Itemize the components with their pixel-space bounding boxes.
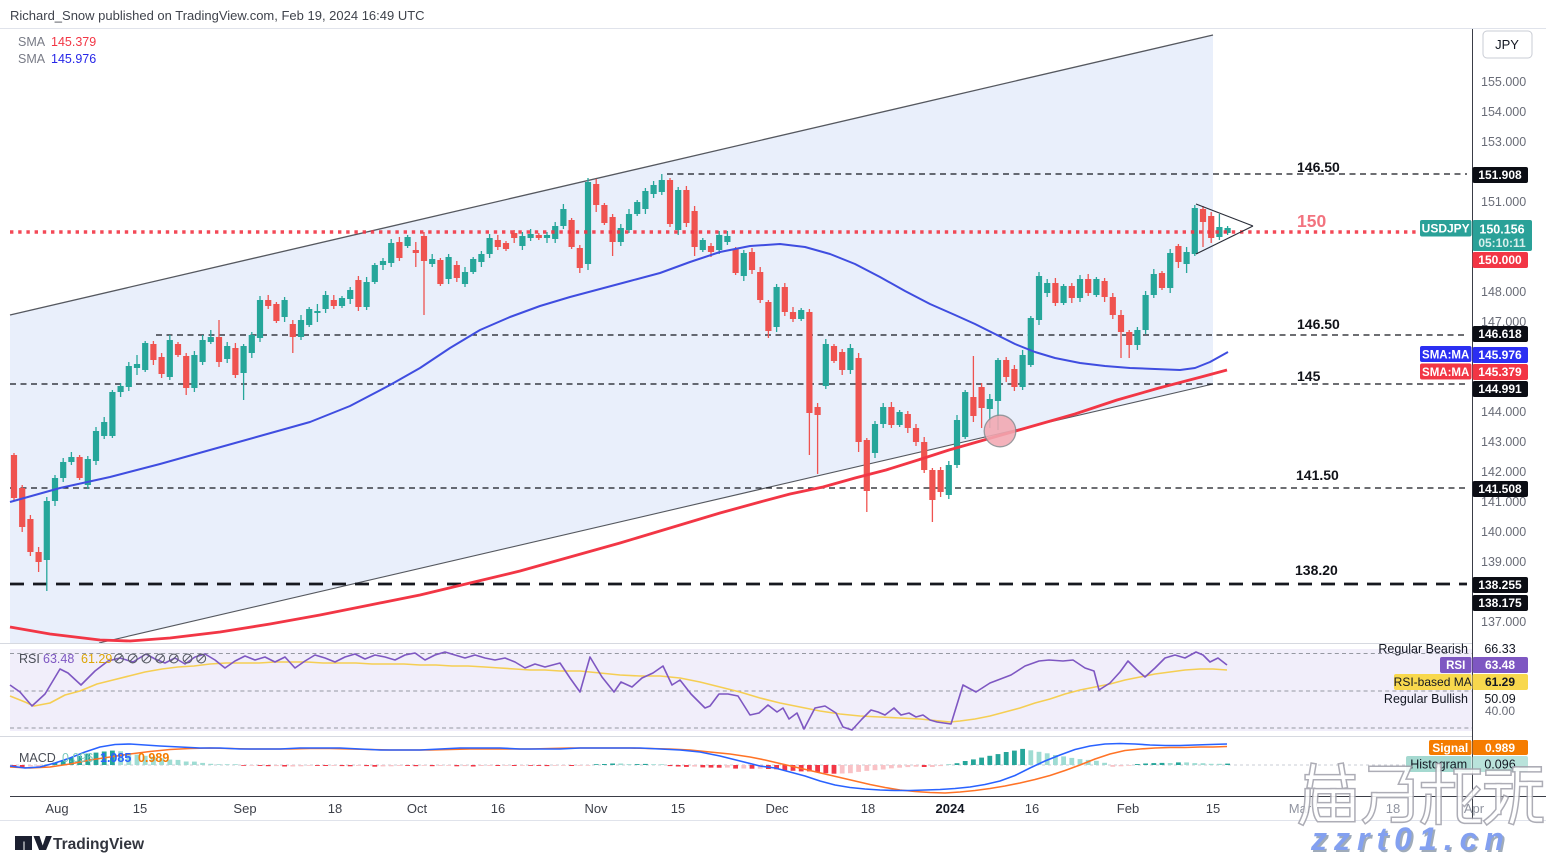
svg-text:66.33: 66.33 <box>1484 642 1515 656</box>
svg-text:Regular Bullish: Regular Bullish <box>1384 692 1468 706</box>
svg-text:150.156: 150.156 <box>1479 223 1524 237</box>
svg-text:SMA: SMA <box>18 52 46 66</box>
svg-text:zzrt01.cn: zzrt01.cn <box>1312 823 1513 857</box>
svg-text:0.096: 0.096 <box>62 751 93 765</box>
svg-text:0.096: 0.096 <box>1484 758 1515 772</box>
svg-text:2024: 2024 <box>936 801 966 816</box>
svg-text:141.50: 141.50 <box>1296 467 1339 483</box>
svg-text:148.000: 148.000 <box>1481 285 1526 299</box>
svg-text:145.379: 145.379 <box>51 35 96 49</box>
svg-text:142.000: 142.000 <box>1481 465 1526 479</box>
svg-text:61.29: 61.29 <box>1485 675 1515 689</box>
svg-text:150: 150 <box>1297 211 1326 231</box>
svg-text:145.976: 145.976 <box>51 52 96 66</box>
svg-text:15: 15 <box>671 801 685 816</box>
svg-text:Feb: Feb <box>1117 801 1139 816</box>
svg-text:139.000: 139.000 <box>1481 555 1526 569</box>
svg-text:Regular Bearish: Regular Bearish <box>1378 642 1468 656</box>
svg-text:146.50: 146.50 <box>1297 159 1340 175</box>
svg-text:RSI: RSI <box>19 652 40 666</box>
svg-text:TradingView: TradingView <box>53 836 145 853</box>
svg-text:140.000: 140.000 <box>1481 525 1526 539</box>
svg-text:18: 18 <box>1386 801 1400 816</box>
svg-text:SMA:MA: SMA:MA <box>1422 367 1469 379</box>
svg-text:16: 16 <box>1025 801 1039 816</box>
svg-text:137.000: 137.000 <box>1481 615 1526 629</box>
svg-text:145: 145 <box>1297 368 1321 384</box>
svg-text:151.908: 151.908 <box>1478 168 1522 182</box>
svg-text:141.508: 141.508 <box>1478 482 1522 496</box>
svg-text:18: 18 <box>861 801 875 816</box>
svg-text:143.000: 143.000 <box>1481 435 1526 449</box>
svg-text:SMA: SMA <box>18 35 46 49</box>
svg-text:150.000: 150.000 <box>1478 253 1522 267</box>
svg-text:153.000: 153.000 <box>1481 135 1526 149</box>
svg-text:Oct: Oct <box>407 801 428 816</box>
svg-text:138.255: 138.255 <box>1478 578 1522 592</box>
svg-text:0.989: 0.989 <box>1485 741 1515 755</box>
svg-text:Signal: Signal <box>1432 741 1468 755</box>
svg-text:zzrt01.cn: zzrt01.cn <box>1310 821 1511 857</box>
svg-text:151.000: 151.000 <box>1481 195 1526 209</box>
svg-text:Sep: Sep <box>233 801 256 816</box>
svg-text:USDJPY: USDJPY <box>1422 222 1470 236</box>
svg-text:147.000: 147.000 <box>1481 315 1526 329</box>
svg-text:05:10:11: 05:10:11 <box>1478 236 1526 250</box>
svg-text:146.50: 146.50 <box>1297 316 1340 332</box>
svg-text:Aug: Aug <box>45 801 68 816</box>
svg-text:15: 15 <box>133 801 147 816</box>
svg-text:JPY: JPY <box>1495 37 1519 52</box>
svg-text:SMA:MA: SMA:MA <box>1422 349 1469 361</box>
svg-text:RSI-based MA: RSI-based MA <box>1394 675 1472 689</box>
svg-text:144.000: 144.000 <box>1481 405 1526 419</box>
svg-text:141.000: 141.000 <box>1481 495 1526 509</box>
svg-text:155.000: 155.000 <box>1481 75 1526 89</box>
svg-text:144.991: 144.991 <box>1478 382 1522 396</box>
svg-text:63.48: 63.48 <box>43 652 74 666</box>
svg-text:146.618: 146.618 <box>1478 327 1522 341</box>
svg-text:Richard_Snow published on Trad: Richard_Snow published on TradingView.co… <box>10 8 425 23</box>
svg-text:18: 18 <box>328 801 342 816</box>
svg-text:RSI: RSI <box>1446 660 1465 672</box>
svg-text:61.29: 61.29 <box>81 652 112 666</box>
svg-text:40.00: 40.00 <box>1485 704 1515 718</box>
svg-text:1.085: 1.085 <box>100 751 131 765</box>
svg-text:145.976: 145.976 <box>1478 348 1522 362</box>
svg-text:0.989: 0.989 <box>138 751 169 765</box>
svg-text:Nov: Nov <box>584 801 608 816</box>
svg-text:50.09: 50.09 <box>1484 692 1515 706</box>
svg-text:15: 15 <box>1206 801 1220 816</box>
svg-text:Apr: Apr <box>1464 801 1485 816</box>
svg-text:138.20: 138.20 <box>1295 562 1338 578</box>
svg-text:154.000: 154.000 <box>1481 105 1526 119</box>
svg-text:MACD: MACD <box>19 751 56 765</box>
svg-text:16: 16 <box>491 801 505 816</box>
svg-text:145.379: 145.379 <box>1478 365 1522 379</box>
svg-text:138.175: 138.175 <box>1478 596 1522 610</box>
svg-text:Dec: Dec <box>765 801 789 816</box>
svg-text:63.48: 63.48 <box>1485 658 1515 672</box>
